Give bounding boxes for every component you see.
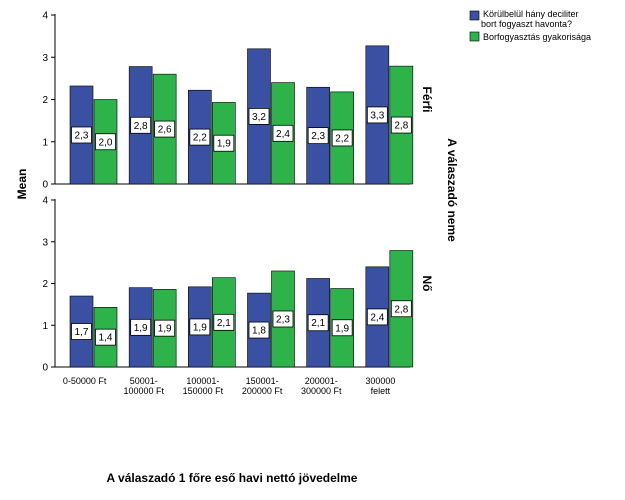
data-label: 1,9 bbox=[335, 323, 349, 334]
data-label-box bbox=[154, 319, 176, 337]
x-category-label-6: 300000 bbox=[365, 376, 395, 386]
data-label: 2,4 bbox=[276, 129, 290, 140]
legend-label-series-1-line-1: Körülbelül hány deciliter bbox=[483, 9, 579, 19]
data-label-box bbox=[213, 134, 235, 152]
y-tick-label: 4 bbox=[42, 196, 48, 207]
data-label-box bbox=[272, 124, 294, 142]
x-category-label-4: 200000 Ft bbox=[242, 386, 283, 396]
data-label-box bbox=[272, 310, 294, 328]
data-label: 2,1 bbox=[311, 318, 325, 329]
data-label-box bbox=[95, 133, 116, 151]
data-label-box bbox=[248, 108, 270, 125]
data-label: 2,2 bbox=[335, 133, 349, 144]
data-label-box bbox=[130, 116, 152, 134]
data-label: 3,3 bbox=[370, 110, 384, 121]
data-label: 1,7 bbox=[75, 327, 89, 338]
data-label-box bbox=[248, 321, 270, 339]
data-label-box bbox=[95, 328, 116, 346]
x-category-label-4: 150001- bbox=[246, 376, 279, 386]
data-label: 3,2 bbox=[252, 112, 266, 123]
data-label-box bbox=[331, 129, 353, 147]
x-category-label-6: felett bbox=[371, 386, 391, 396]
legend-swatch-series-1 bbox=[469, 10, 480, 21]
y-tick-label: 3 bbox=[42, 237, 48, 248]
y-tick-label: 2 bbox=[42, 279, 48, 290]
facet-axis-title: A válaszadó neme bbox=[445, 138, 459, 242]
x-category-label-5: 200001- bbox=[305, 376, 338, 386]
data-label: 1,8 bbox=[252, 326, 266, 337]
data-label: 2,2 bbox=[193, 133, 207, 144]
chart-panels: 0 1 2 3 4 2,3 2,0 2,8 2,6 2,2 1,9 3,2 2,4 2,3 2,2 3,3 2,… bbox=[42, 11, 434, 374]
x-category-label-3: 100001- bbox=[186, 376, 219, 386]
y-tick-label: 1 bbox=[42, 321, 48, 332]
data-label: 1,9 bbox=[134, 323, 148, 334]
data-label: 2,3 bbox=[311, 131, 325, 142]
data-label: 2,6 bbox=[158, 125, 172, 136]
category-axis-labels: 0-50000 Ft 50001-100000 Ft 100001-150000 F… bbox=[63, 376, 396, 396]
data-label-box bbox=[213, 313, 235, 331]
y-tick-label: 1 bbox=[42, 137, 48, 148]
data-label-box bbox=[390, 300, 412, 318]
data-label-box bbox=[189, 128, 211, 146]
legend: Körülbelül hány deciliter bort fogyaszt … bbox=[469, 9, 591, 42]
data-label-box bbox=[390, 116, 412, 134]
data-label: 1,9 bbox=[193, 322, 207, 333]
x-category-label-5: 300000 Ft bbox=[301, 386, 342, 396]
data-label-box bbox=[366, 308, 388, 326]
data-label: 2,8 bbox=[394, 304, 408, 315]
y-tick-label: 0 bbox=[42, 363, 48, 374]
y-tick-label: 3 bbox=[42, 53, 48, 64]
data-label-box bbox=[366, 106, 388, 124]
legend-label-series-1-line-2: bort fogyaszt havonta? bbox=[481, 19, 572, 29]
data-label: 2,4 bbox=[370, 312, 384, 323]
y-tick-label: 4 bbox=[42, 11, 48, 22]
data-label: 1,9 bbox=[217, 139, 231, 150]
data-label-box bbox=[71, 323, 92, 340]
x-category-label-1: 0-50000 Ft bbox=[63, 376, 107, 386]
data-label: 2,3 bbox=[276, 314, 290, 325]
data-label: 2,0 bbox=[99, 137, 113, 148]
data-label: 1,9 bbox=[158, 324, 172, 335]
data-label: 2,1 bbox=[217, 318, 231, 329]
facet-label-2: Nő bbox=[420, 276, 434, 292]
data-label: 2,8 bbox=[394, 121, 408, 132]
legend-swatch-series-2 bbox=[469, 31, 480, 42]
x-category-label-2: 50001- bbox=[130, 376, 158, 386]
data-label-box bbox=[331, 319, 353, 337]
data-label-box bbox=[71, 126, 92, 144]
panel-1: 0 1 2 3 4 2,3 2,0 2,8 2,6 2,2 1,9 3,2 2,4 2,3 2,2 3,3 2,… bbox=[42, 11, 434, 191]
data-label-box bbox=[130, 318, 152, 336]
y-tick-label: 2 bbox=[42, 95, 48, 106]
legend-label-series-2: Borfogyasztás gyakorisága bbox=[483, 32, 591, 42]
y-axis-title: Mean bbox=[15, 169, 29, 200]
facet-label-1: Férfi bbox=[420, 86, 434, 112]
data-label: 2,8 bbox=[134, 121, 148, 132]
x-category-label-3: 150000 Ft bbox=[183, 386, 224, 396]
data-label-box bbox=[307, 127, 329, 145]
y-tick-label: 0 bbox=[42, 180, 48, 191]
panel-2: 0 1 2 3 4 1,7 1,4 1,9 1,9 1,9 2,1 1,8 2,3 2,1 1,9 2,4 2,… bbox=[42, 196, 434, 374]
data-label: 2,3 bbox=[75, 130, 89, 141]
data-label: 1,4 bbox=[99, 333, 113, 344]
data-label-box bbox=[307, 314, 329, 332]
data-label-box bbox=[154, 120, 176, 138]
x-category-label-2: 100000 Ft bbox=[123, 386, 164, 396]
x-axis-title: A válaszadó 1 főre eső havi nettó jövede… bbox=[107, 471, 358, 485]
data-label-box bbox=[189, 318, 211, 336]
